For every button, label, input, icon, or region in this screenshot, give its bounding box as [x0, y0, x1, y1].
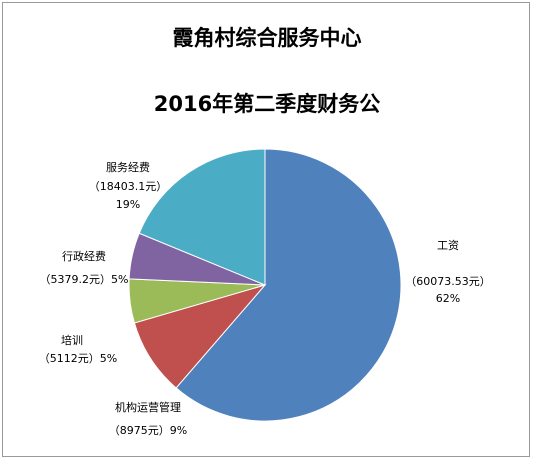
- pie-slice-operations: [133, 284, 267, 389]
- slice-label-name-admin: 行政经费: [62, 249, 106, 263]
- slice-label-name-training: 培训: [61, 333, 83, 347]
- slice-label-amount-operations: （8975元）9%: [109, 424, 187, 437]
- slice-label-name-service: 服务经费: [106, 161, 150, 174]
- pie-slice-wages: [175, 148, 402, 422]
- slice-label-name-operations: 机构运营管理: [115, 400, 181, 414]
- chart-title: 霞角村综合服务中心: [172, 26, 362, 50]
- pie-slice-service: [138, 148, 266, 286]
- slice-label-amount-admin: （5379.2元）5%: [40, 273, 129, 286]
- slice-label-name-wages: 工资: [437, 239, 459, 252]
- slice-label-percent-service: 19%: [116, 198, 140, 211]
- slice-label-amount-service: （18403.1元）: [89, 180, 168, 193]
- slice-label-percent-wages: 62%: [436, 292, 460, 305]
- slice-label-amount-wages: （60073.53元）: [405, 275, 491, 288]
- chart-subtitle: 2016年第二季度财务公: [153, 92, 381, 116]
- slice-label-amount-training: （5112元）5%: [39, 352, 117, 365]
